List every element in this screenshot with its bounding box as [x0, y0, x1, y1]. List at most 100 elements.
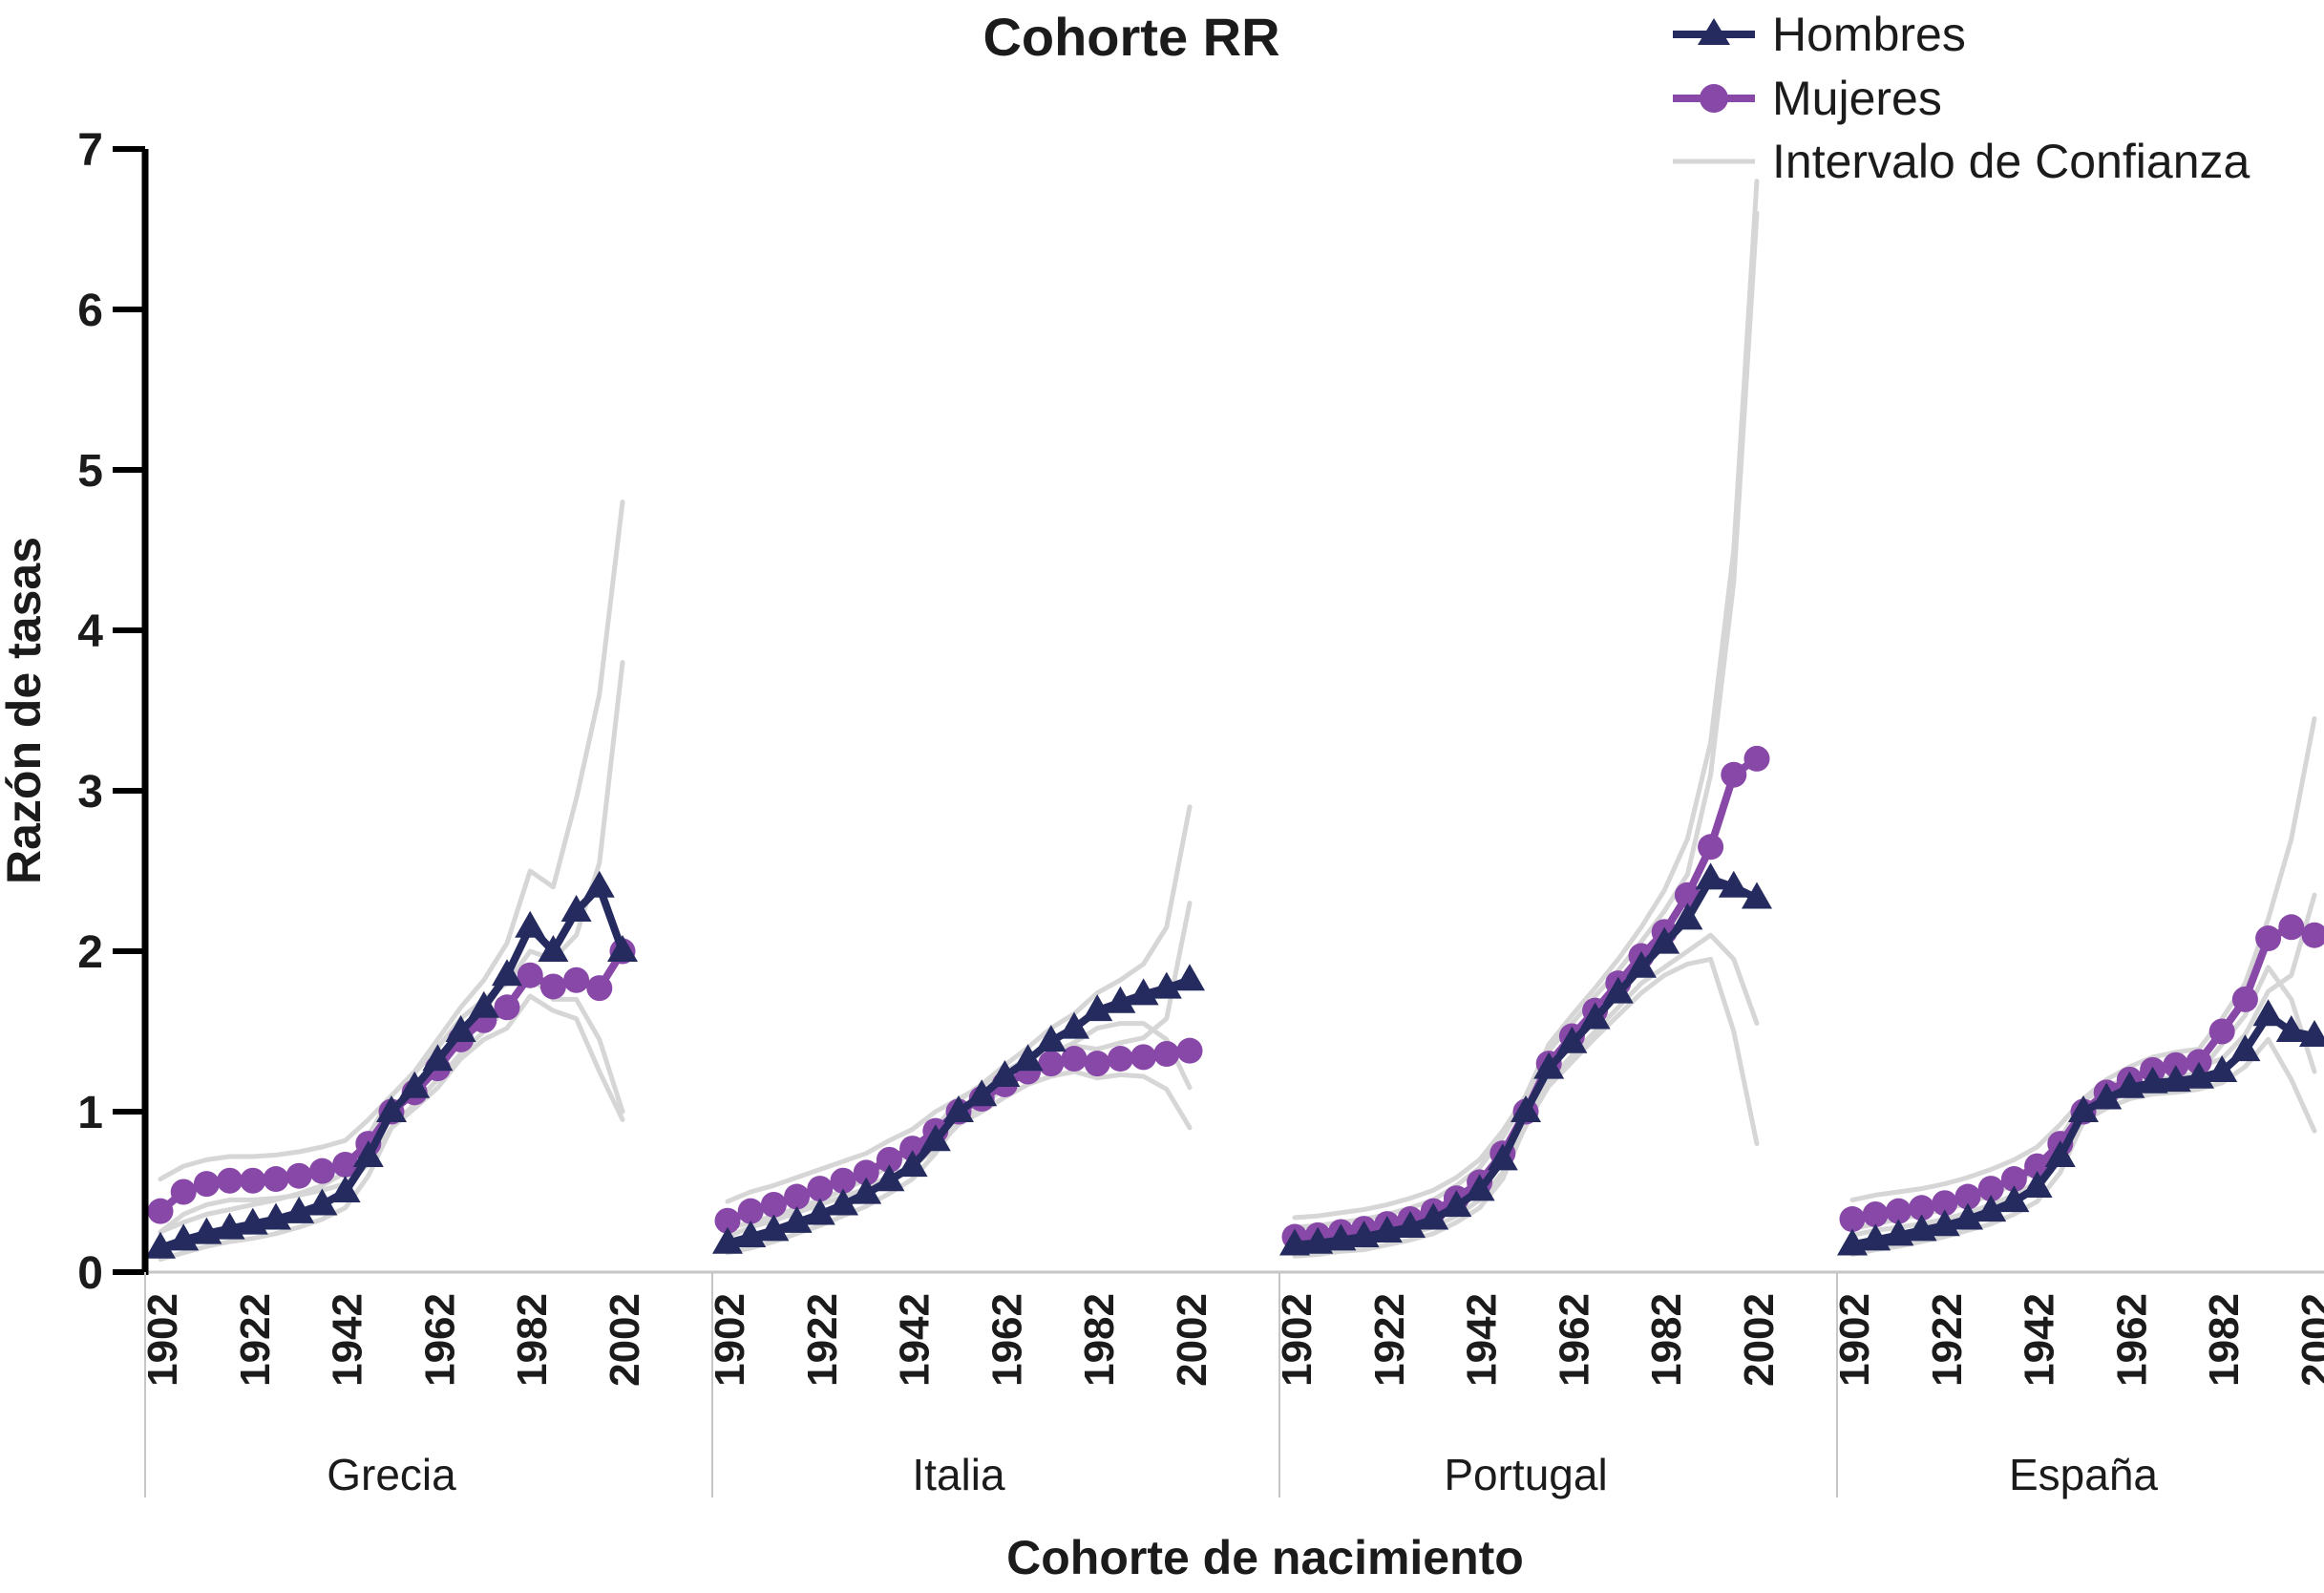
portugal-hombres-marker: [1695, 862, 1726, 890]
x-tick-label: 1902: [1274, 1293, 1320, 1387]
italia-hombres-marker: [1035, 1025, 1067, 1052]
grecia-hombres-marker: [376, 1095, 407, 1122]
grecia-hombres-marker: [492, 959, 522, 987]
x-tick-label: 2002: [1736, 1293, 1783, 1387]
x-tick-label: 1902: [707, 1293, 753, 1387]
espana-hombres-marker: [1860, 1223, 1891, 1251]
x-tick-label: 1942: [2017, 1293, 2063, 1387]
legend: Hombres Mujeres Intervalo de Confianza: [1673, 8, 2250, 188]
x-tick-label: 2002: [602, 1293, 648, 1387]
italia-hombres-marker: [1174, 964, 1205, 991]
x-tick-label: 1942: [892, 1293, 939, 1387]
grecia-hombres-marker: [214, 1212, 245, 1240]
grecia-hombres-marker: [445, 1015, 476, 1042]
grecia-mujeres-marker: [586, 975, 613, 1002]
portugal-hombres-marker: [1441, 1190, 1472, 1218]
x-tick-label: 1922: [1924, 1293, 1971, 1387]
espana-hombres-marker: [1929, 1209, 1960, 1237]
legend-label-ci: Intervalo de Confianza: [1772, 135, 2250, 188]
espana-hombres-marker: [2160, 1065, 2191, 1093]
y-tick-label: 5: [77, 446, 103, 497]
grecia-hombres-marker: [515, 910, 546, 938]
portugal-mujeres-marker: [1721, 761, 1747, 788]
italia-hombres-marker: [781, 1205, 813, 1233]
espana-ci-mujeres_upper: [1849, 715, 2317, 1202]
espana-hombres-marker: [2275, 1015, 2307, 1042]
espana-mujeres-marker: [1954, 1183, 1981, 1210]
portugal-hombres-marker: [1487, 1143, 1518, 1171]
italia-hombres-marker: [758, 1214, 790, 1242]
portugal-mujeres-marker: [1743, 745, 1770, 772]
y-axis-title: Razón de tasas: [0, 537, 51, 884]
portugal-mujeres-marker: [1698, 834, 1724, 860]
italia-ci-hombres_upper: [725, 804, 1193, 1232]
espana-hombres-marker: [2207, 1055, 2238, 1082]
espana-mujeres-marker: [2000, 1166, 2027, 1193]
espana-hombres-marker: [2091, 1082, 2123, 1110]
portugal-hombres-marker: [1464, 1174, 1495, 1201]
portugal-hombres-marker: [1348, 1221, 1380, 1248]
grecia-mujeres-marker: [494, 994, 520, 1021]
italia-mujeres-marker: [737, 1198, 764, 1224]
espana-hombres-marker: [2137, 1066, 2168, 1094]
espana-mujeres-marker: [1977, 1176, 2004, 1202]
y-tick-label: 7: [77, 125, 103, 176]
espana-mujeres-marker: [1839, 1206, 1866, 1233]
italia-mujeres-marker: [1130, 1044, 1157, 1071]
hombres-triangle-icon: [1698, 18, 1730, 45]
italia-mujeres-marker: [760, 1191, 787, 1218]
confidence-interval-layer: [158, 179, 2317, 1263]
italia-hombres-marker: [1012, 1044, 1044, 1072]
axis-layer: [113, 146, 2324, 1497]
portugal-hombres-marker: [1279, 1228, 1310, 1256]
italia-hombres-marker: [1105, 986, 1136, 1013]
x-tick-label: 2002: [2293, 1293, 2324, 1387]
italia-hombres-marker: [1082, 994, 1113, 1022]
portugal-hombres-marker: [1742, 881, 1772, 909]
x-tick-label: 1902: [1831, 1293, 1878, 1387]
x-tick-label: 1982: [1076, 1293, 1123, 1387]
y-tick-label: 6: [77, 286, 103, 336]
portugal-hombres-marker: [1325, 1223, 1357, 1251]
legend-item-hombres: Hombres: [1673, 8, 1966, 61]
espana-mujeres-marker: [1885, 1198, 1912, 1224]
italia-hombres-marker: [989, 1060, 1021, 1088]
grecia-mujeres-marker: [240, 1167, 266, 1194]
grecia-hombres-marker: [261, 1202, 291, 1230]
italia-hombres-marker: [943, 1095, 974, 1122]
espana-hombres-marker: [1998, 1185, 2030, 1213]
italia-mujeres-marker: [830, 1167, 856, 1194]
grecia-mujeres-marker: [517, 962, 543, 988]
x-tick-label: 1942: [1459, 1293, 1506, 1387]
grecia-hombres-marker: [329, 1176, 361, 1202]
grecia-hombres-marker: [538, 935, 569, 962]
x-tick-label: 1962: [416, 1293, 463, 1387]
grecia-mujeres-marker: [308, 1158, 335, 1184]
grecia-mujeres-marker: [217, 1167, 243, 1194]
espana-hombres-marker: [1953, 1202, 1983, 1230]
portugal-hombres-marker: [1672, 903, 1703, 930]
italia-mujeres-marker: [853, 1159, 879, 1186]
portugal-hombres-marker: [1626, 950, 1657, 978]
country-label-espana: España: [2009, 1450, 2158, 1499]
espana-hombres-marker: [2021, 1170, 2053, 1198]
x-tick-label: 1982: [1643, 1293, 1690, 1387]
espana-mujeres-marker: [2301, 922, 2324, 948]
italia-mujeres-marker: [714, 1207, 741, 1234]
portugal-hombres-marker: [1302, 1226, 1334, 1254]
legend-label-mujeres: Mujeres: [1772, 72, 1942, 125]
grecia-hombres-marker: [560, 895, 592, 922]
y-tick-label: 3: [77, 767, 103, 818]
grecia-hombres-marker: [607, 935, 638, 962]
y-tick-label: 0: [77, 1248, 103, 1299]
x-tick-label: 1922: [232, 1293, 279, 1387]
x-tick-label: 1962: [1551, 1293, 1597, 1387]
espana-hombres-marker: [2229, 1034, 2261, 1062]
grecia-mujeres-marker: [285, 1162, 312, 1189]
chart-title: Cohorte RR: [982, 7, 1279, 67]
espana-hombres-marker: [1837, 1228, 1868, 1256]
country-label-grecia: Grecia: [327, 1450, 456, 1499]
x-tick-label: 1942: [325, 1293, 371, 1387]
